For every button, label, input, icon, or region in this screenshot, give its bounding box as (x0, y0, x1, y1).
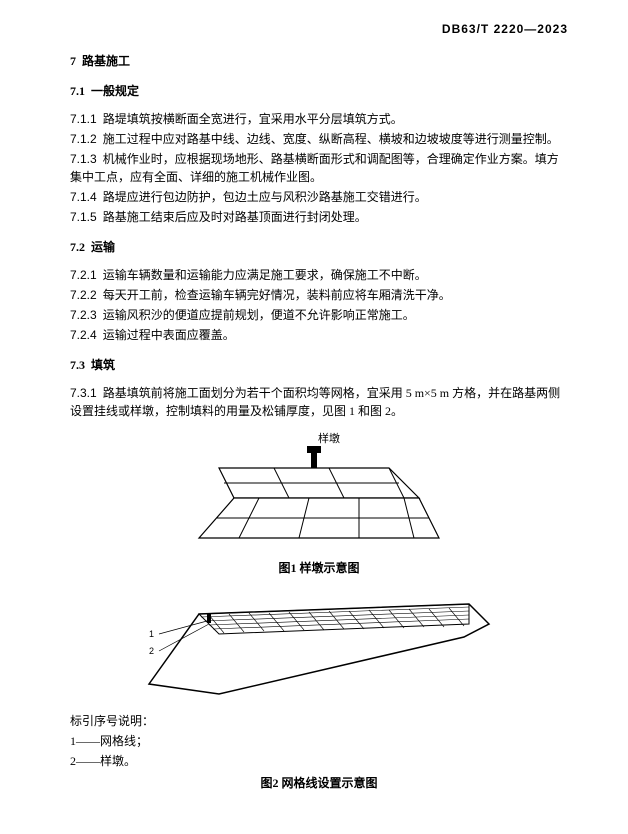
clause-text: 路堤应进行包边防护，包边土应与风积沙路基施工交错进行。 (103, 190, 427, 204)
subsection-title: 填筑 (91, 358, 115, 372)
legend-title: 标引序号说明： (70, 712, 568, 730)
clause-num: 7.2.3 (70, 308, 97, 322)
figure-2-caption: 图2 网格线设置示意图 (70, 774, 568, 792)
clause-text: 路基填筑前将施工面划分为若干个面积均等网格，宜采用 5 m×5 m 方格，并在路… (70, 386, 560, 418)
clause-num: 7.2.2 (70, 288, 97, 302)
subsection-7-1-heading: 7.1 一般规定 (70, 82, 568, 100)
subsection-7-2-heading: 7.2 运输 (70, 238, 568, 256)
clause-num: 7.1.2 (70, 132, 97, 146)
figure-1-caption: 图1 样墩示意图 (70, 559, 568, 577)
clause-7-1-2: 7.1.2 施工过程中应对路基中线、边线、宽度、纵断高程、横坡和边坡坡度等进行测… (70, 130, 568, 148)
svg-text:2: 2 (149, 646, 154, 656)
subsection-title: 运输 (91, 240, 115, 254)
clause-text: 路基施工结束后应及时对路基顶面进行封闭处理。 (103, 210, 367, 224)
clause-text: 每天开工前，检查运输车辆完好情况，装料前应将车厢清洗干净。 (103, 288, 451, 302)
clause-7-1-1: 7.1.1 路堤填筑按横断面全宽进行，宜采用水平分层填筑方式。 (70, 110, 568, 128)
clause-7-1-5: 7.1.5 路基施工结束后应及时对路基顶面进行封闭处理。 (70, 208, 568, 226)
legend-line-1: 1——网格线； (70, 732, 568, 750)
figure-2: 12 (70, 589, 568, 704)
svg-text:样墩: 样墩 (318, 431, 340, 445)
subsection-7-3-heading: 7.3 填筑 (70, 356, 568, 374)
clause-num: 7.1.5 (70, 210, 97, 224)
clause-7-1-3: 7.1.3 机械作业时，应根据现场地形、路基横断面形式和调配图等，合理确定作业方… (70, 150, 568, 186)
clause-text: 机械作业时，应根据现场地形、路基横断面形式和调配图等，合理确定作业方案。填方集中… (70, 152, 559, 184)
figure-1-svg: 样墩 (139, 428, 499, 548)
clause-num: 7.2.1 (70, 268, 97, 282)
section-num: 7 (70, 54, 76, 68)
clause-num: 7.1.3 (70, 152, 97, 166)
subsection-num: 7.3 (70, 358, 85, 372)
clause-num: 7.1.4 (70, 190, 97, 204)
legend-line-2: 2——样墩。 (70, 752, 568, 770)
section-7-heading: 7 路基施工 (70, 52, 568, 70)
section-title: 路基施工 (82, 54, 130, 68)
doc-code: DB63/T 2220—2023 (70, 20, 568, 38)
clause-7-2-2: 7.2.2 每天开工前，检查运输车辆完好情况，装料前应将车厢清洗干净。 (70, 286, 568, 304)
figure-2-svg: 12 (119, 589, 519, 699)
clause-num: 7.1.1 (70, 112, 97, 126)
clause-7-1-4: 7.1.4 路堤应进行包边防护，包边土应与风积沙路基施工交错进行。 (70, 188, 568, 206)
clause-num: 7.2.4 (70, 328, 97, 342)
subsection-num: 7.2 (70, 240, 85, 254)
clause-text: 运输车辆数量和运输能力应满足施工要求，确保施工不中断。 (103, 268, 427, 282)
clause-7-2-3: 7.2.3 运输风积沙的便道应提前规划，便道不允许影响正常施工。 (70, 306, 568, 324)
clause-7-3-1: 7.3.1 路基填筑前将施工面划分为若干个面积均等网格，宜采用 5 m×5 m … (70, 384, 568, 420)
svg-text:1: 1 (149, 629, 154, 639)
clause-num: 7.3.1 (70, 386, 97, 400)
clause-7-2-4: 7.2.4 运输过程中表面应覆盖。 (70, 326, 568, 344)
subsection-num: 7.1 (70, 84, 85, 98)
clause-text: 施工过程中应对路基中线、边线、宽度、纵断高程、横坡和边坡坡度等进行测量控制。 (103, 132, 559, 146)
clause-text: 运输过程中表面应覆盖。 (103, 328, 235, 342)
clause-text: 运输风积沙的便道应提前规划，便道不允许影响正常施工。 (103, 308, 415, 322)
figure-1: 样墩 (70, 428, 568, 553)
subsection-title: 一般规定 (91, 84, 139, 98)
clause-7-2-1: 7.2.1 运输车辆数量和运输能力应满足施工要求，确保施工不中断。 (70, 266, 568, 284)
legend-block: 标引序号说明： 1——网格线； 2——样墩。 (70, 712, 568, 770)
clause-text: 路堤填筑按横断面全宽进行，宜采用水平分层填筑方式。 (103, 112, 403, 126)
